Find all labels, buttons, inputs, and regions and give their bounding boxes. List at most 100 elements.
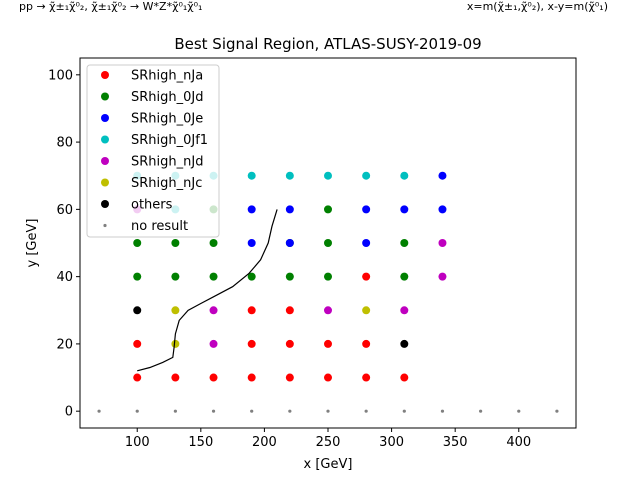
data-point-srhigh-njc — [171, 306, 180, 315]
data-point-srhigh-0jd — [171, 272, 180, 281]
exclusion-curve-layer — [137, 209, 278, 372]
data-point-no-result — [173, 409, 177, 413]
data-point-others — [400, 339, 409, 348]
data-point-no-result — [364, 409, 368, 413]
data-point-srhigh-0jf1 — [285, 171, 294, 180]
data-point-srhigh-nja — [285, 339, 294, 348]
data-point-srhigh-0jd — [209, 239, 218, 247]
x-tick-label: 350 — [443, 435, 468, 450]
data-point-srhigh-0jf1 — [247, 171, 256, 180]
data-point-srhigh-0je — [247, 239, 256, 247]
data-point-no-result — [479, 409, 483, 413]
data-point-srhigh-nja — [247, 339, 256, 348]
data-point-srhigh-0jf1 — [324, 171, 332, 180]
legend-marker — [101, 114, 109, 122]
chart-title: Best Signal Region, ATLAS-SUSY-2019-09 — [174, 35, 481, 53]
y-tick-label: 40 — [56, 270, 73, 285]
data-point-srhigh-0jd — [324, 205, 332, 214]
data-point-srhigh-nja — [362, 272, 371, 281]
legend-marker — [101, 71, 109, 79]
x-tick-label: 300 — [379, 435, 404, 450]
data-point-srhigh-0jd — [247, 272, 256, 281]
data-point-others — [133, 306, 142, 315]
data-point-srhigh-njd — [438, 272, 447, 281]
legend-label: SRhigh_0Je — [131, 112, 203, 127]
data-point-no-result — [555, 409, 559, 413]
data-point-no-result — [250, 409, 254, 413]
y-tick-label: 0 — [65, 405, 73, 420]
data-point-srhigh-nja — [133, 339, 142, 348]
data-point-srhigh-0je — [285, 239, 294, 247]
data-point-srhigh-0je — [438, 205, 447, 214]
legend-label: no result — [131, 219, 188, 234]
data-point-no-result — [135, 409, 139, 413]
axis-definition-note: x=m(χ̃±₁,χ̃⁰₂), x-y=m(χ̃⁰₁) — [467, 0, 608, 13]
data-point-srhigh-nja — [324, 339, 332, 348]
legend-label: SRhigh_0Jf1 — [131, 133, 208, 148]
data-point-srhigh-njd — [400, 306, 409, 315]
data-point-srhigh-nja — [209, 373, 218, 382]
legend-label: SRhigh_nJd — [131, 155, 203, 170]
data-point-no-result — [288, 409, 292, 413]
process-note: pp → χ̃±₁χ̃⁰₂, χ̃±₁χ̃⁰₂ → W*Z*χ̃⁰₁χ̃⁰₁ — [19, 0, 202, 13]
data-point-srhigh-0jd — [133, 272, 142, 281]
legend-marker — [101, 200, 109, 208]
legend-label: SRhigh_nJa — [131, 69, 203, 84]
legend-marker — [101, 157, 109, 165]
legend-box — [86, 64, 220, 238]
y-tick-label: 80 — [56, 136, 73, 151]
data-point-srhigh-0je — [438, 171, 447, 180]
data-point-srhigh-0jd — [324, 272, 332, 281]
y-tick-label: 100 — [48, 68, 73, 83]
data-point-srhigh-0jd — [209, 272, 218, 281]
data-point-srhigh-0jd — [324, 239, 332, 247]
legend-marker — [101, 92, 109, 101]
data-point-no-result — [402, 409, 406, 413]
data-point-srhigh-nja — [247, 373, 256, 382]
data-point-no-result — [517, 409, 521, 413]
data-point-srhigh-nja — [285, 373, 294, 382]
data-point-srhigh-0jd — [171, 239, 180, 247]
legend-label: SRhigh_nJc — [131, 176, 202, 191]
data-point-no-result — [440, 409, 445, 413]
legend-label: SRhigh_0Jd — [131, 90, 203, 105]
x-tick-label: 100 — [125, 435, 150, 450]
legend-marker — [101, 178, 109, 187]
x-tick-label: 200 — [252, 435, 277, 450]
data-point-srhigh-nja — [400, 373, 409, 382]
legend-marker — [103, 223, 107, 228]
data-point-srhigh-nja — [362, 339, 371, 348]
x-tick-label: 400 — [506, 435, 531, 450]
data-point-srhigh-0jd — [400, 239, 409, 247]
y-tick-label: 60 — [56, 203, 73, 218]
data-point-srhigh-nja — [285, 306, 294, 315]
x-tick-label: 150 — [188, 435, 213, 450]
data-point-no-result — [326, 409, 330, 413]
y-axis-label: y [GeV] — [25, 219, 40, 268]
data-point-srhigh-0jd — [400, 272, 409, 281]
y-tick-label: 20 — [56, 337, 73, 352]
data-point-srhigh-njd — [209, 339, 218, 348]
data-point-srhigh-nja — [247, 306, 256, 315]
legend-label: others — [131, 198, 173, 213]
x-tick-label: 250 — [316, 435, 341, 450]
data-point-srhigh-njd — [324, 306, 332, 315]
plot-frame — [79, 57, 577, 429]
data-point-no-result — [211, 409, 216, 413]
data-point-srhigh-0je — [362, 239, 371, 247]
axis-ticks: 100 150 200 250 300 350 400 0 20 40 60 80 100 — [48, 68, 531, 450]
data-point-no-result — [97, 409, 101, 413]
data-point-srhigh-0jf1 — [362, 171, 371, 180]
data-point-srhigh-nja — [324, 373, 332, 382]
data-point-srhigh-njd — [209, 306, 218, 315]
data-point-srhigh-nja — [362, 373, 371, 382]
data-point-srhigh-njc — [362, 306, 371, 315]
data-point-srhigh-njc — [171, 339, 180, 348]
data-point-srhigh-0je — [247, 205, 256, 214]
x-axis-label: x [GeV] — [304, 457, 353, 472]
data-point-srhigh-0jf1 — [400, 171, 409, 180]
data-point-srhigh-0jd — [133, 239, 142, 247]
legend-marker — [101, 135, 109, 144]
legend: SRhigh_nJa SRhigh_0Jd SRhigh_0Je SRhigh_0Jf… — [86, 64, 220, 238]
